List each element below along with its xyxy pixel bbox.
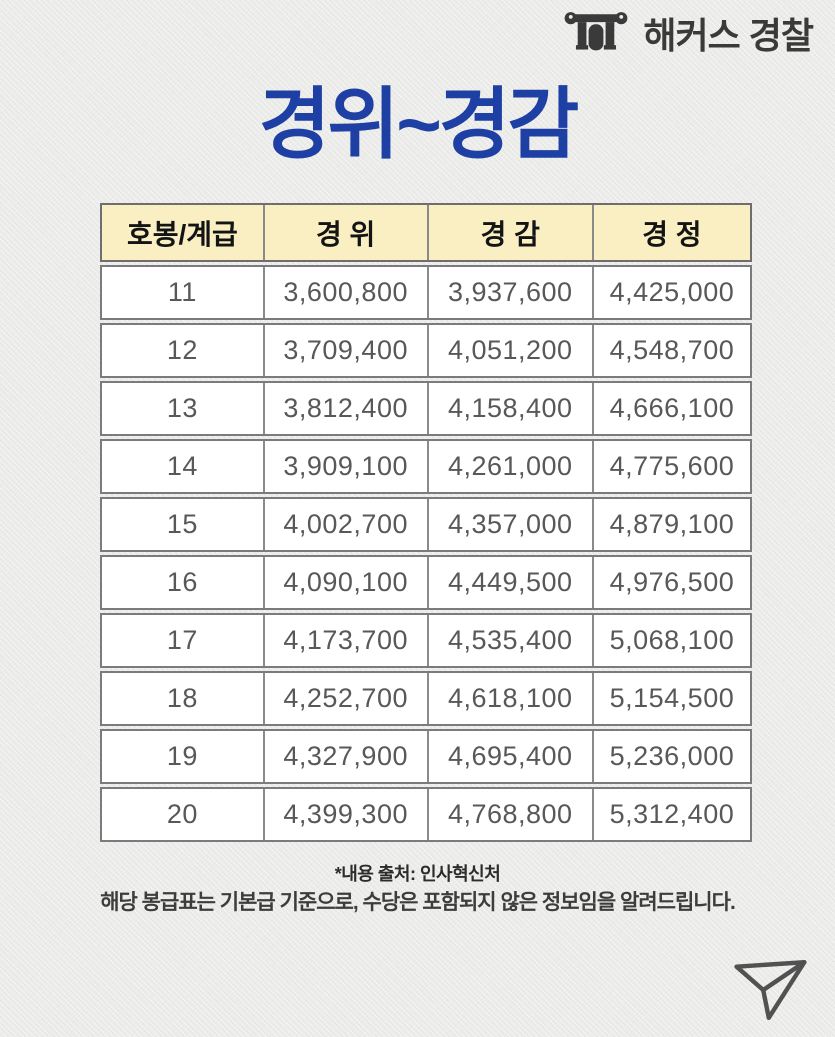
salary-cell: 4,399,300	[262, 789, 427, 840]
table-row: 19 4,327,900 4,695,400 5,236,000	[100, 729, 752, 784]
column-header-gyeongwi: 경 위	[262, 205, 427, 260]
salary-table: 호봉/계급 경 위 경 감 경 정 11 3,600,800 3,937,600 4,…	[100, 203, 752, 842]
salary-cell: 3,937,600	[426, 267, 592, 318]
salary-cell: 5,312,400	[591, 789, 750, 840]
column-header-gyeongjeong: 경 정	[591, 205, 750, 260]
salary-cell: 4,158,400	[426, 383, 592, 434]
disclaimer-note: 해당 봉급표는 기본급 기준으로, 수당은 포함되지 않은 정보임을 알려드립니…	[100, 891, 736, 914]
table-header-row: 호봉/계급 경 위 경 감 경 정	[100, 203, 752, 262]
table-row: 14 3,909,100 4,261,000 4,775,600	[100, 439, 752, 494]
paper-plane-share-icon[interactable]	[731, 955, 811, 1025]
table-row: 12 3,709,400 4,051,200 4,548,700	[100, 323, 752, 378]
salary-cell: 5,154,500	[591, 673, 750, 724]
step-cell: 14	[166, 451, 198, 481]
brand-name: 해커스 경찰	[643, 15, 814, 56]
salary-cell: 4,090,100	[262, 557, 427, 608]
page-title: 경위~경감	[258, 80, 580, 168]
source-note: *내용 출처: 인사혁신처	[334, 864, 501, 884]
table-row: 11 3,600,800 3,937,600 4,425,000	[100, 265, 752, 320]
column-header-gyeonggam: 경 감	[426, 205, 592, 260]
salary-cell: 3,909,100	[262, 441, 427, 492]
salary-table-body: 11 3,600,800 3,937,600 4,425,000 12 3,709,400…	[100, 265, 752, 842]
brand-logo: 해커스 경찰	[556, 6, 814, 60]
salary-cell: 4,879,100	[591, 499, 750, 550]
salary-cell: 4,666,100	[591, 383, 750, 434]
salary-cell: 4,261,000	[426, 441, 592, 492]
salary-cell: 4,618,100	[426, 673, 592, 724]
table-row: 17 4,173,700 4,535,400 5,068,100	[100, 613, 752, 668]
step-cell: 17	[166, 625, 198, 655]
salary-cell: 4,449,500	[426, 557, 592, 608]
salary-cell: 3,812,400	[262, 383, 427, 434]
step-cell: 18	[166, 683, 198, 713]
salary-cell: 4,535,400	[426, 615, 592, 666]
salary-cell: 4,327,900	[262, 731, 427, 782]
hackers-gate-icon	[556, 6, 636, 60]
step-cell: 11	[167, 277, 197, 307]
table-row: 15 4,002,700 4,357,000 4,879,100	[100, 497, 752, 552]
step-cell: 16	[166, 567, 198, 597]
salary-cell: 3,709,400	[262, 325, 427, 376]
salary-cell: 4,768,800	[426, 789, 592, 840]
salary-cell: 3,600,800	[262, 267, 427, 318]
table-row: 20 4,399,300 4,768,800 5,312,400	[100, 787, 752, 842]
step-cell: 13	[166, 393, 198, 423]
table-row: 13 3,812,400 4,158,400 4,666,100	[100, 381, 752, 436]
salary-cell: 5,236,000	[591, 731, 750, 782]
salary-cell: 4,252,700	[262, 673, 427, 724]
salary-cell: 4,051,200	[426, 325, 592, 376]
salary-cell: 4,775,600	[591, 441, 750, 492]
step-cell: 19	[166, 741, 198, 771]
table-row: 18 4,252,700 4,618,100 5,154,500	[100, 671, 752, 726]
salary-cell: 4,976,500	[591, 557, 750, 608]
step-cell: 20	[166, 799, 198, 829]
salary-cell: 5,068,100	[591, 615, 750, 666]
salary-cell: 4,548,700	[591, 325, 750, 376]
salary-cell: 4,425,000	[591, 267, 750, 318]
column-header-step: 호봉/계급	[126, 218, 238, 250]
table-row: 16 4,090,100 4,449,500 4,976,500	[100, 555, 752, 610]
salary-cell: 4,002,700	[262, 499, 427, 550]
salary-cell: 4,357,000	[426, 499, 592, 550]
salary-cell: 4,173,700	[262, 615, 427, 666]
step-cell: 12	[166, 335, 198, 365]
step-cell: 15	[166, 509, 198, 539]
salary-cell: 4,695,400	[426, 731, 592, 782]
